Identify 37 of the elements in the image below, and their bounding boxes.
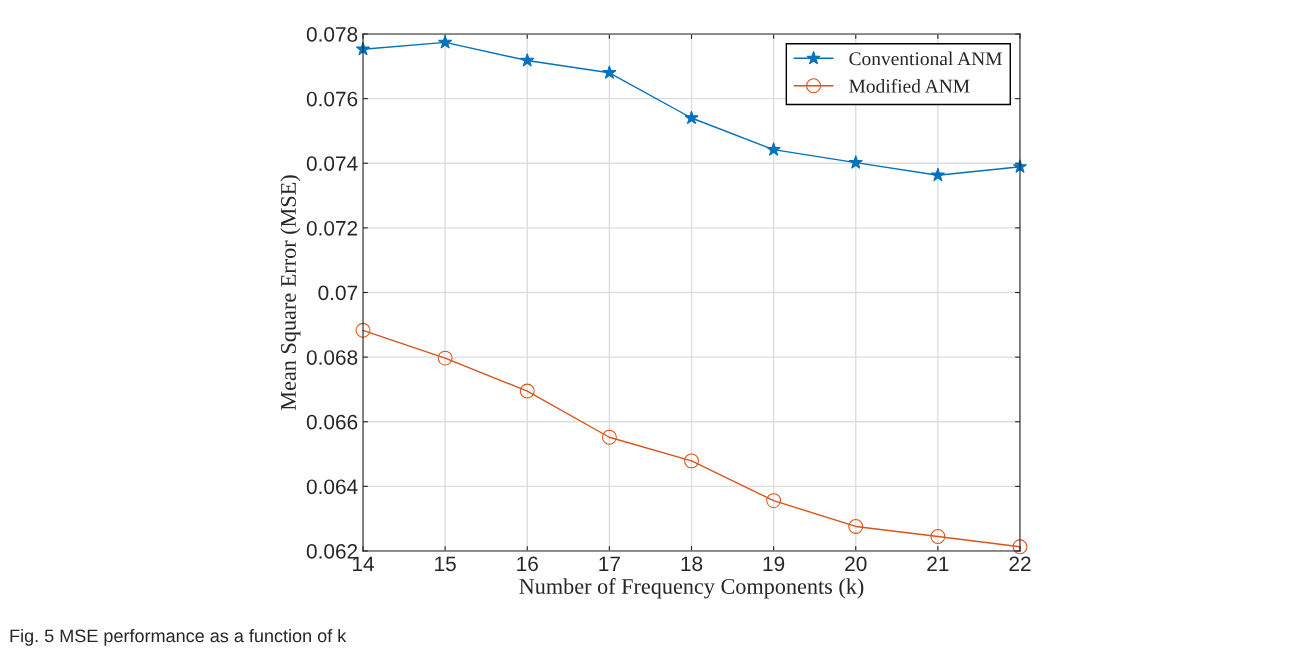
y-tick-label: 0.07 <box>318 285 358 301</box>
y-tick-label: 0.072 <box>306 220 358 236</box>
point <box>1012 539 1028 555</box>
x-tick-label: 16 <box>517 556 538 572</box>
point <box>520 53 535 67</box>
x-tick-label: 20 <box>845 556 867 572</box>
point <box>766 493 782 509</box>
point <box>355 322 371 338</box>
x-tick-label: 22 <box>1009 556 1031 571</box>
x-tick-label: 19 <box>763 556 785 572</box>
point <box>848 518 864 534</box>
x-axis-title: Number of Frequency Components (k) <box>519 578 864 599</box>
y-tick-label: 0.078 <box>306 27 358 42</box>
point <box>930 167 945 182</box>
y-axis-title: Mean Square Error (MSE) <box>280 175 301 411</box>
point <box>601 429 617 445</box>
x-tick-label: 17 <box>599 556 620 571</box>
x-tick-label: 15 <box>435 556 456 572</box>
point <box>766 142 781 156</box>
point <box>437 350 453 366</box>
point <box>602 65 617 79</box>
point <box>930 529 946 544</box>
y-tick-label: 0.064 <box>306 479 358 495</box>
caption: Fig. 5 MSE performance as a function of k <box>10 628 347 646</box>
y-tick-label: 0.074 <box>306 156 358 171</box>
y-tick-label: 0.076 <box>306 91 358 107</box>
x-tick-label: 18 <box>681 556 703 572</box>
y-tick-label: 0.066 <box>306 414 358 430</box>
legend-label: Modified ANM <box>849 78 970 93</box>
y-tick-label: 0.068 <box>306 350 358 365</box>
point <box>684 110 699 125</box>
legend-label: Conventional ANM <box>849 51 1002 66</box>
point <box>848 155 863 169</box>
point <box>438 34 453 49</box>
x-tick-label: 21 <box>927 556 949 571</box>
point <box>519 383 535 399</box>
point <box>684 453 699 469</box>
